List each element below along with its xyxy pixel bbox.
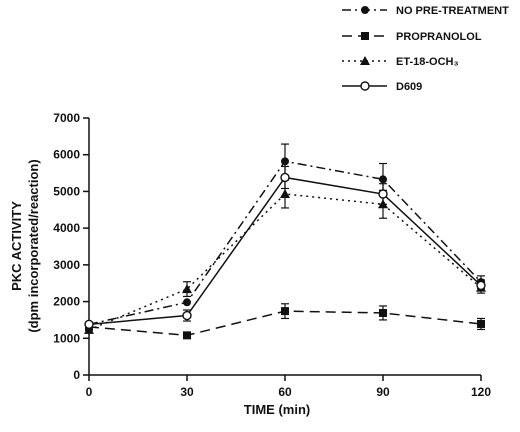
y-tick-label: 1000 <box>53 331 80 345</box>
data-point <box>281 157 289 166</box>
plot-area <box>84 143 486 340</box>
data-point <box>182 310 192 321</box>
data-point <box>379 175 387 184</box>
y-axis-title: PKC ACTIVITY <box>9 201 24 291</box>
data-point <box>280 188 290 198</box>
data-point <box>182 284 192 294</box>
data-point <box>183 331 191 340</box>
legend-marker <box>361 32 369 40</box>
legend-label: D609 <box>396 81 422 93</box>
y-tick-label: 7000 <box>53 111 80 125</box>
y-tick-label: 2000 <box>53 295 80 309</box>
axes: 0 1000 2000 3000 4000 5000 6000 7000 0 30 60 90 120 <box>53 111 491 399</box>
data-point <box>379 308 387 317</box>
series-line <box>88 193 482 331</box>
series-3 <box>84 165 486 330</box>
legend-label: NO PRE-TREATMENT <box>396 5 509 17</box>
legend-entry-3: D609 <box>342 81 422 93</box>
data-point <box>477 319 485 328</box>
y-tick-label: 6000 <box>53 148 80 162</box>
data-point <box>84 319 94 330</box>
legend-marker <box>360 56 370 65</box>
y-axis-subtitle: (dpm incorporated/reaction) <box>26 159 41 332</box>
y-tick-label: 0 <box>73 368 80 382</box>
y-tick-label: 3000 <box>53 258 80 272</box>
x-tick-label: 0 <box>86 385 93 399</box>
x-tick-label: 90 <box>376 385 390 399</box>
legend-entry-2: ET-18-OCH₃ <box>342 56 459 68</box>
x-tick-label: 30 <box>180 385 194 399</box>
legend-entry-1: PROPRANOLOL <box>342 31 482 43</box>
y-tick-label: 4000 <box>53 221 80 235</box>
data-point <box>281 307 289 316</box>
x-tick-label: 60 <box>278 385 292 399</box>
data-point <box>84 324 94 334</box>
legend-marker <box>360 81 370 91</box>
legend-marker <box>361 6 369 14</box>
legend: NO PRE-TREATMENT PROPRANOLOL ET-18-OCH₃ D60… <box>342 5 509 93</box>
data-point <box>378 189 388 199</box>
legend-label: PROPRANOLOL <box>396 31 482 43</box>
data-point <box>280 172 290 183</box>
y-tick-label: 5000 <box>53 184 80 198</box>
series-1 <box>85 303 485 340</box>
x-axis-title: TIME (min) <box>244 402 310 417</box>
legend-entry-0: NO PRE-TREATMENT <box>342 5 509 17</box>
x-tick-label: 120 <box>471 385 491 399</box>
data-point <box>183 298 191 307</box>
legend-label: ET-18-OCH₃ <box>396 56 459 68</box>
data-point <box>476 280 486 291</box>
